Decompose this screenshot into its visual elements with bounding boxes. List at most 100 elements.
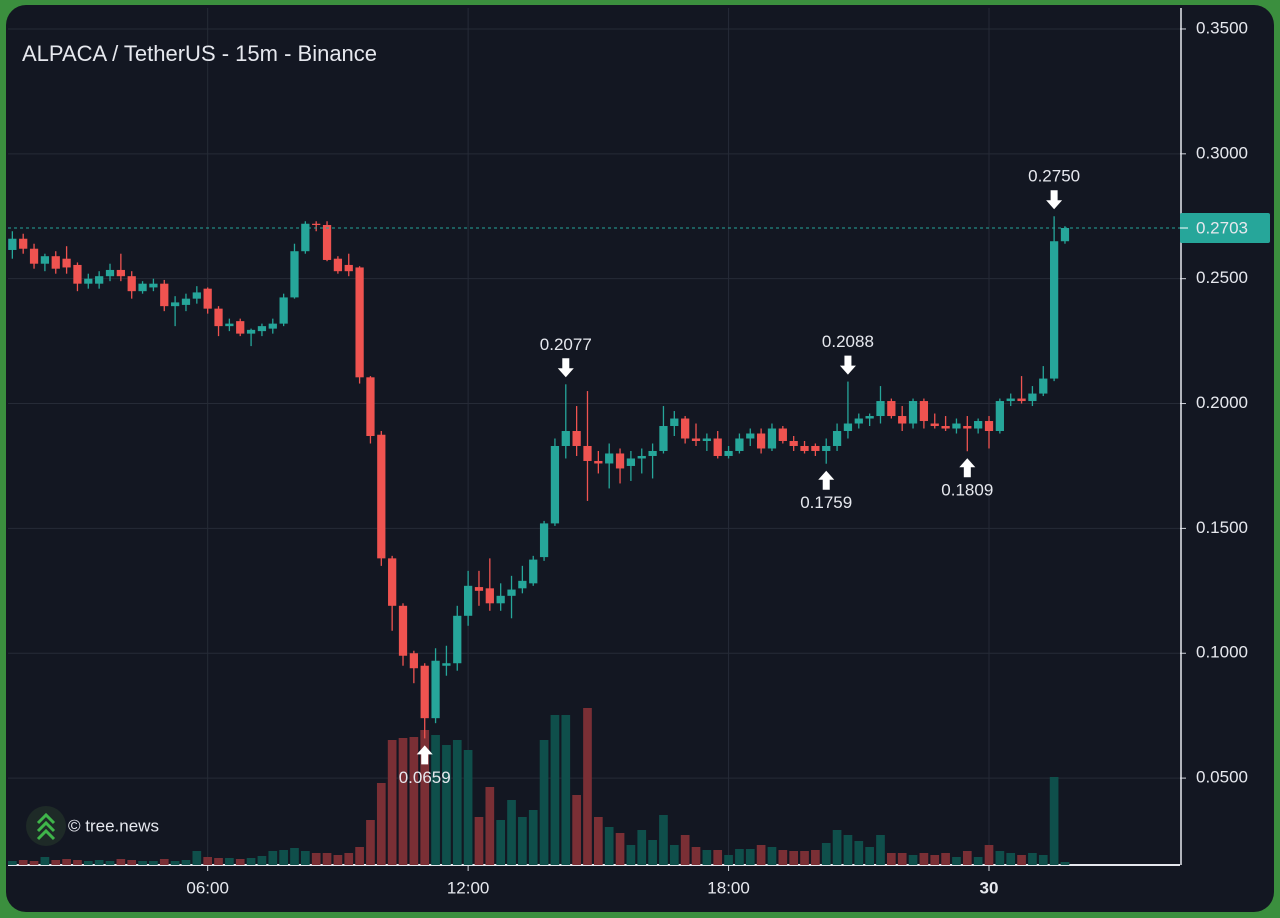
volume-bar [149,861,158,865]
candle-body [420,665,429,719]
candle-body [388,558,397,606]
candle-body [474,587,484,591]
candle-body [312,223,321,225]
volume-bar [463,750,473,865]
overlay-layer: 0.2703 0.2750 0.2077 0.2088 0.1759 0.1809 0.06… [8,167,1270,787]
volume-bar [724,855,733,865]
volume-bar [355,847,364,865]
volume-bar [333,855,343,865]
annotation-label: 0.1809 [941,481,993,500]
volume-bar [594,817,603,865]
volume-bar [1006,853,1016,865]
watermark: © tree.news [68,816,159,835]
volume-bar [767,847,777,865]
volume-bar [789,851,799,865]
volume-bar [225,858,234,865]
candle-body [268,323,277,329]
candle-body [908,401,918,424]
volume-bar [398,738,408,865]
volume-bar [235,859,245,865]
candle-body [637,455,646,459]
volume-bar [322,853,332,865]
candle-body [225,323,234,327]
volume-bar [474,817,484,865]
volume-bar [62,859,71,865]
x-tick-label: 06:00 [186,878,229,897]
volume-bar [83,861,93,865]
volume-bar [366,820,375,865]
volume-bar [214,858,223,865]
candle-body [279,297,288,324]
volume-bar [778,850,788,865]
x-tick-label: 18:00 [707,878,750,897]
candle-body [822,445,831,451]
volume-bar [1017,855,1026,865]
candle-body [84,278,93,284]
candle-body [995,401,1004,432]
candle-body [832,431,842,446]
volume-bar [1028,853,1037,865]
volume-bar [192,851,202,865]
volume-bar [311,853,321,865]
chart-background [6,5,1274,912]
annotation-label: 0.2750 [1028,167,1080,186]
annotation-label: 0.1759 [800,493,852,512]
candle-body [51,256,60,269]
volume-bar [507,800,516,865]
candle-body [561,431,570,446]
volume-bar [94,860,104,865]
volume-bar [290,848,299,865]
candle-body [333,258,343,272]
volume-bar [257,856,267,865]
candle-body [442,663,451,666]
volume-bar [268,851,278,865]
annotation-arrow [557,358,574,378]
candle-body [648,450,657,456]
volume-bar [203,857,213,865]
candle-body [246,329,256,334]
candle-body [746,433,755,439]
annotation-arrow [1046,190,1063,210]
candle-body [789,440,798,446]
volume-bar [572,795,581,865]
candle-body [1028,393,1037,402]
candle-body [724,450,733,456]
volume-bar [246,858,256,865]
candle-body [301,223,310,252]
candle-body [377,434,386,559]
candle-body [572,431,581,446]
candle-body [800,445,809,451]
candle-body [529,559,538,584]
volume-bar [452,740,462,865]
candle-body [778,428,787,441]
candle-body [73,264,82,284]
candle-body [659,426,668,451]
candle-body [615,453,625,469]
candle-body [409,653,418,669]
candle-body [8,238,17,250]
candle-body [214,308,223,327]
candle-body [941,426,950,429]
candle-body [116,269,125,277]
volume-bar [659,815,668,865]
volume-bar [539,740,549,865]
volume-bar [18,860,28,865]
volume-bar [1038,855,1048,865]
candle-body [290,251,299,298]
volume-bar [431,735,440,865]
candle-body [919,401,929,422]
candle-body [236,321,245,334]
volume-bar [29,861,39,865]
volume-bar [1049,777,1059,865]
candle-body [322,224,332,260]
volume-bar [8,861,17,865]
candle-body [854,418,863,424]
volume-bar [376,783,386,865]
volume-bar [550,715,560,865]
candle-body [626,458,636,466]
volume-bar [159,859,169,865]
volume-bar [105,861,115,865]
volume-bar [485,787,495,865]
